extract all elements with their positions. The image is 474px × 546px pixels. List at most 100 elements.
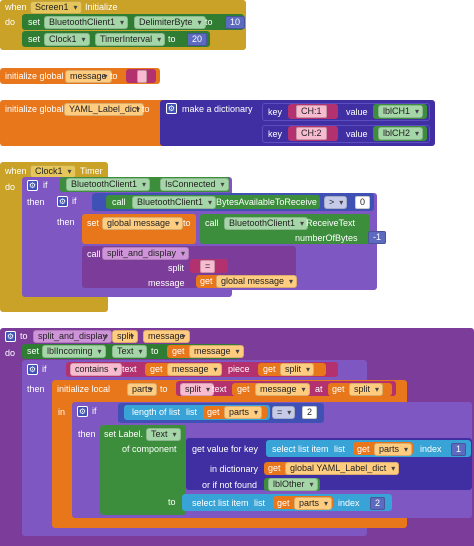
ch2-key-value[interactable]: CH:2 — [296, 127, 327, 140]
timer-interval-value[interactable]: 20 — [187, 33, 208, 46]
text-property-dropdown[interactable]: Text — [146, 428, 181, 441]
number-of-bytes-label: numberOfBytes — [295, 233, 358, 243]
message-dropdown[interactable]: message — [189, 345, 244, 358]
list-arg-label: list — [186, 407, 197, 417]
set-label: set — [28, 17, 41, 27]
mutator-gear-icon[interactable]: ⚙ — [166, 103, 177, 114]
in-label: in — [58, 407, 66, 417]
if-mutator-gear-icon[interactable]: ⚙ — [57, 196, 68, 207]
index-arg-label: index — [420, 444, 442, 454]
bluetoothclient-dropdown[interactable]: BluetoothClient1 — [44, 16, 129, 29]
yaml-dict-name-field[interactable]: YAML_Label_dict — [64, 103, 144, 116]
parts-dropdown[interactable]: parts — [224, 406, 263, 419]
if-label: if — [42, 364, 47, 374]
message-name-field[interactable]: message — [65, 70, 112, 83]
procedure-name-field[interactable]: split_and_display — [33, 330, 113, 343]
procedure-mutator-gear-icon[interactable]: ⚙ — [5, 331, 16, 342]
key-label: key — [268, 129, 283, 139]
to-label: to — [205, 17, 213, 27]
to-label: to — [20, 331, 28, 341]
lblch2-dropdown[interactable]: lblCH2 — [378, 127, 424, 140]
param-split[interactable]: split — [112, 330, 139, 343]
timerinterval-dropdown[interactable]: TimerInterval — [95, 33, 166, 46]
do-label: do — [5, 348, 16, 358]
list-arg-label: list — [254, 498, 265, 508]
value-label: value — [346, 129, 368, 139]
split-arg-label: split — [168, 263, 185, 273]
screen1-dropdown[interactable]: Screen1 — [30, 1, 82, 14]
if-label: if — [92, 406, 97, 416]
bluetoothclient-dropdown[interactable]: BluetoothClient1 — [224, 217, 309, 230]
set-label: set — [87, 218, 100, 228]
select-list-item-label: select list item — [272, 444, 329, 454]
message-dropdown[interactable]: message — [167, 363, 222, 376]
set-label: set — [27, 346, 40, 356]
compare-operator-dropdown[interactable]: > — [324, 196, 348, 209]
message-arg-label: message — [148, 278, 185, 288]
parts-name-field[interactable]: parts — [127, 383, 158, 396]
index-value-2[interactable]: 2 — [370, 497, 386, 510]
message-dropdown[interactable]: message — [255, 383, 310, 396]
when-label: when — [5, 2, 27, 12]
if-label: if — [43, 180, 48, 190]
get-label: get — [332, 384, 345, 394]
if-mutator-gear-icon[interactable]: ⚙ — [27, 180, 38, 191]
text-property-dropdown[interactable]: Text — [112, 345, 147, 358]
get-label: get — [277, 498, 290, 508]
bluetoothclient-dropdown[interactable]: BluetoothClient1 — [132, 196, 217, 209]
get-label: get — [268, 463, 281, 473]
parts-dropdown[interactable]: parts — [294, 497, 333, 510]
isconnected-dropdown[interactable]: IsConnected — [160, 178, 229, 191]
global-message-dropdown[interactable]: global message — [102, 217, 184, 230]
parts-dropdown[interactable]: parts — [374, 443, 413, 456]
number-of-bytes-value[interactable]: -1 — [368, 231, 387, 244]
set-label: set — [28, 34, 41, 44]
then-label: then — [27, 197, 45, 207]
global-message-dropdown[interactable]: global message — [216, 275, 298, 288]
do-label: do — [5, 182, 16, 192]
lblch1-dropdown[interactable]: lblCH1 — [378, 105, 424, 118]
then-label: then — [78, 429, 96, 439]
set-label-text-label: set Label. — [104, 429, 144, 439]
lblincoming-dropdown[interactable]: lblIncoming — [42, 345, 106, 358]
get-label: get — [357, 444, 370, 454]
delimiterbyte-dropdown[interactable]: DelimiterByte — [134, 16, 206, 29]
value-label: value — [346, 107, 368, 117]
split-dropdown[interactable]: split — [349, 383, 384, 396]
if-mutator-gear-icon[interactable]: ⚙ — [27, 364, 38, 375]
if-label: if — [72, 196, 77, 206]
param-message[interactable]: message — [143, 330, 190, 343]
initialize-global-label: initialize global — [5, 104, 64, 114]
lblother-dropdown[interactable]: lblOther — [268, 478, 318, 491]
equals-value[interactable]: 2 — [302, 406, 318, 419]
get-label: get — [150, 364, 163, 374]
to-label: to — [168, 34, 176, 44]
key-label: key — [268, 107, 283, 117]
ch1-key-value[interactable]: CH:1 — [296, 105, 327, 118]
get-label: get — [200, 276, 213, 286]
index-value-1[interactable]: 1 — [451, 443, 467, 456]
get-label: get — [263, 364, 276, 374]
clock1-dropdown[interactable]: Clock1 — [44, 33, 90, 46]
if-mutator-gear-icon[interactable]: ⚙ — [77, 406, 88, 417]
bluetoothclient-dropdown[interactable]: BluetoothClient1 — [66, 178, 151, 191]
call-label: call — [205, 218, 219, 228]
select-list-item-label: select list item — [192, 498, 249, 508]
global-yaml-dict-dropdown[interactable]: global YAML_Label_dict — [285, 462, 400, 475]
list-arg-label: list — [334, 444, 345, 454]
split-function-dropdown[interactable]: split — [180, 383, 215, 396]
receive-text-label: ReceiveText — [306, 218, 356, 228]
get-label: get — [172, 346, 185, 356]
split-dropdown[interactable]: split — [280, 363, 315, 376]
delimiter-value[interactable]: 10 — [225, 16, 246, 29]
do-label: do — [5, 17, 16, 27]
equals-text-value[interactable]: = — [200, 260, 216, 273]
equals-operator-dropdown[interactable]: = — [272, 406, 296, 419]
contains-dropdown[interactable]: contains — [70, 363, 122, 376]
of-component-label: of component — [122, 444, 177, 454]
split-and-display-dropdown[interactable]: split_and_display — [102, 247, 190, 260]
compare-value[interactable]: 0 — [355, 196, 371, 209]
get-label: get — [237, 384, 250, 394]
index-arg-label: index — [338, 498, 360, 508]
empty-text-value[interactable] — [137, 70, 147, 83]
